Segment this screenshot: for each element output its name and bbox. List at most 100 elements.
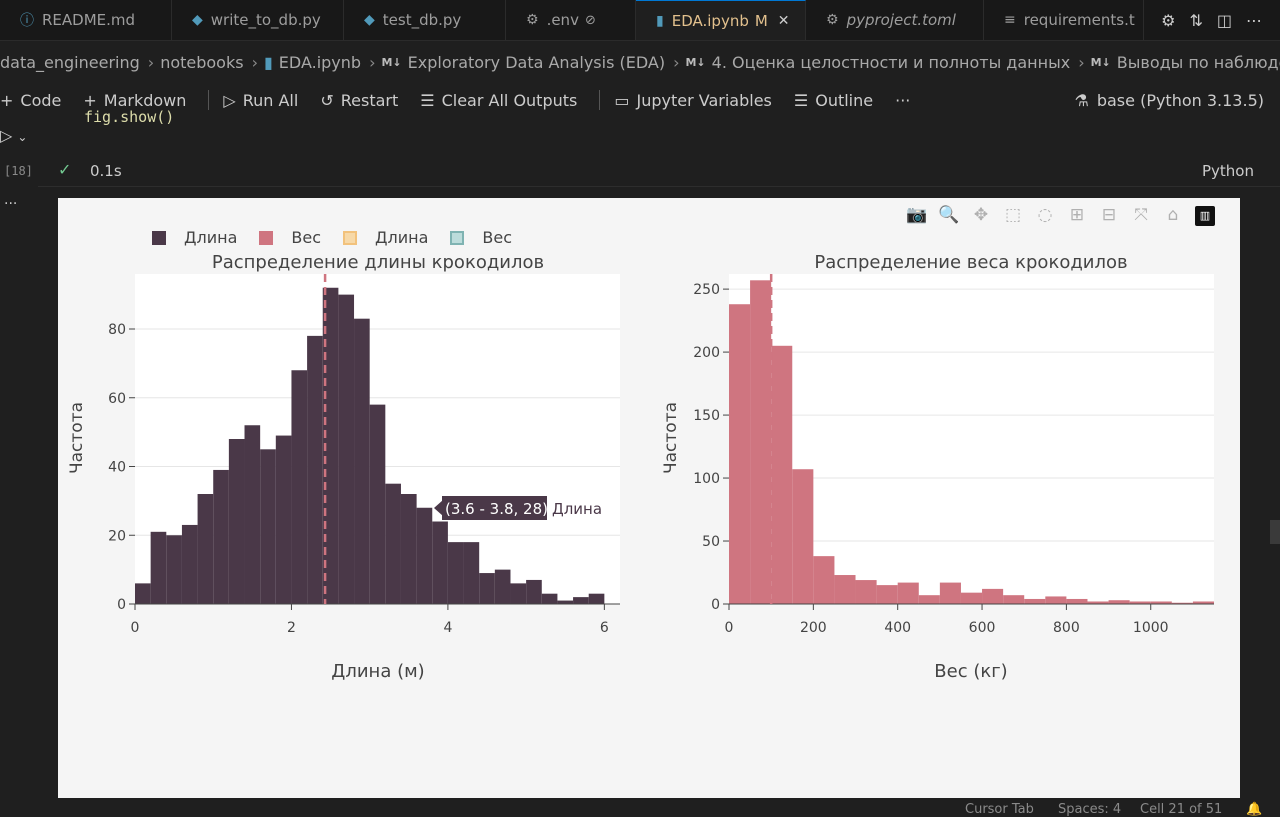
histogram-bar[interactable] [354,318,370,604]
close-icon[interactable]: ✕ [777,12,790,29]
histogram-bar[interactable] [1108,600,1130,604]
histogram-bar[interactable] [588,593,605,604]
lasso-icon[interactable]: ◌ [1037,205,1053,225]
histogram-bar[interactable] [834,575,856,604]
tab-requirements[interactable]: ≡ requirements.t [984,0,1144,40]
histogram-bar[interactable] [1129,601,1151,604]
breadcrumb-item[interactable]: data_engineering [0,52,140,72]
jupyter-variables-button[interactable]: ▭ Jupyter Variables [614,91,772,110]
zoom-in-icon[interactable]: ⊞ [1069,205,1085,225]
histogram-bar[interactable] [939,582,961,604]
histogram-bar[interactable] [897,582,919,604]
add-markdown-cell-button[interactable]: + Markdown [83,91,186,110]
histogram-bar[interactable] [385,483,401,604]
tab-test-db[interactable]: ◆ test_db.py [344,0,506,40]
zoom-out-icon[interactable]: ⊟ [1101,205,1117,225]
histogram-bar[interactable] [166,535,182,604]
tab-eda-ipynb[interactable]: ▮ EDA.ipynb M ✕ [636,0,806,40]
pan-icon[interactable]: ✥ [973,205,989,225]
histogram-bar[interactable] [1171,602,1193,604]
autoscale-icon[interactable]: ⤧ [1134,205,1148,225]
run-cell-button[interactable]: ▷ ⌄ [0,126,28,145]
histogram-bar[interactable] [494,569,511,604]
scrollbar-thumb[interactable] [1270,520,1280,544]
indentation-status[interactable]: Spaces: 4 [1058,802,1122,817]
legend-item[interactable]: Вес [259,228,321,247]
histogram-bar[interactable] [479,573,495,604]
histogram-bar[interactable] [1192,601,1214,604]
box-select-icon[interactable]: ⬚ [1004,205,1022,225]
histogram-bar[interactable] [1003,595,1025,604]
zoom-icon[interactable]: 🔍 [938,205,960,225]
chevron-down-icon[interactable]: ⌄ [17,130,28,144]
outline-button[interactable]: ☰ Outline [794,91,873,110]
histogram-bar[interactable] [447,542,464,604]
camera-icon[interactable]: 📷 [906,205,928,225]
histogram-bar[interactable] [771,345,793,604]
restart-button[interactable]: ↺ Restart [320,91,398,110]
cell-language[interactable]: Python [1202,162,1254,180]
histogram-bar[interactable] [432,521,448,605]
settings-icon[interactable]: ⚙ [1161,10,1176,30]
histogram-bar[interactable] [275,435,292,604]
histogram-bar[interactable] [855,580,877,604]
histogram-bar[interactable] [1066,598,1088,604]
histogram-bar[interactable] [1087,601,1109,604]
legend-item[interactable]: Вес [450,228,512,247]
breadcrumb-item[interactable]: EDA.ipynb [278,52,362,72]
breadcrumb-item[interactable]: Exploratory Data Analysis (EDA) [407,52,666,72]
add-code-cell-button[interactable]: + Code [0,91,61,110]
histogram-bar[interactable] [792,469,814,604]
histogram-bar[interactable] [181,524,198,604]
breadcrumb-item[interactable]: Выводы по наблюдениям [1116,52,1280,72]
histogram-bar[interactable] [228,439,245,604]
histogram-bar[interactable] [750,280,772,604]
histogram-bar[interactable] [244,425,261,604]
kernel-picker[interactable]: ⚗ base (Python 3.13.5) [1075,84,1265,116]
breadcrumb-item[interactable]: notebooks [160,52,244,72]
histogram-bar[interactable] [291,370,308,604]
histogram-bar[interactable] [463,542,480,604]
histogram-bar[interactable] [213,469,229,604]
home-icon[interactable]: ⌂ [1167,205,1179,225]
cursor-tab-status[interactable]: Cursor Tab [965,802,1034,817]
histogram-bar[interactable] [960,592,983,604]
legend-item[interactable]: Длина [152,228,237,247]
tab-readme[interactable]: ⓘ README.md [0,0,172,40]
histogram-bar[interactable] [135,583,151,604]
histogram-bar[interactable] [197,494,214,604]
histogram-bar[interactable] [510,583,527,604]
histogram-bar[interactable] [1024,598,1046,604]
histogram-bar[interactable] [322,287,339,604]
compare-changes-icon[interactable]: ⇅ [1189,10,1203,30]
histogram-bar[interactable] [400,494,417,604]
legend-item[interactable]: Длина [343,228,428,247]
histogram-bar[interactable] [982,588,1004,604]
histogram-bar[interactable] [541,593,558,604]
bell-icon[interactable]: 🔔 [1246,802,1263,817]
more-actions-icon[interactable]: ⋯ [1246,10,1262,30]
breadcrumb-item[interactable]: 4. Оценка целостности и полноты данных [711,52,1071,72]
tab-write-to-db[interactable]: ◆ write_to_db.py [172,0,344,40]
cell-position-status[interactable]: Cell 21 of 51 [1140,802,1223,817]
tab-pyproject[interactable]: ⚙ pyproject.toml [806,0,984,40]
more-toolbar-button[interactable]: ··· [895,91,910,110]
histogram-bar[interactable] [1045,596,1067,604]
histogram-bar[interactable] [813,556,835,604]
histogram-bar[interactable] [526,579,542,604]
clear-all-outputs-button[interactable]: ☰ Clear All Outputs [420,91,577,110]
code-line[interactable]: fig.show() [84,108,175,126]
histogram-bar[interactable] [416,507,433,604]
histogram-bar[interactable] [338,294,355,604]
histogram-bar[interactable] [1150,601,1172,604]
histogram-bar[interactable] [876,585,898,604]
plotly-logo-icon[interactable]: ▥ [1192,204,1218,226]
histogram-bar[interactable] [573,597,589,604]
histogram-bar[interactable] [729,304,751,604]
histogram-bar[interactable] [150,531,167,604]
split-editor-icon[interactable]: ◫ [1216,10,1232,30]
tab-env[interactable]: ⚙ .env ⊘ [506,0,636,40]
histogram-bar[interactable] [260,449,276,604]
run-all-button[interactable]: ▷ Run All [223,91,298,110]
output-actions-icon[interactable]: ··· [4,196,18,212]
